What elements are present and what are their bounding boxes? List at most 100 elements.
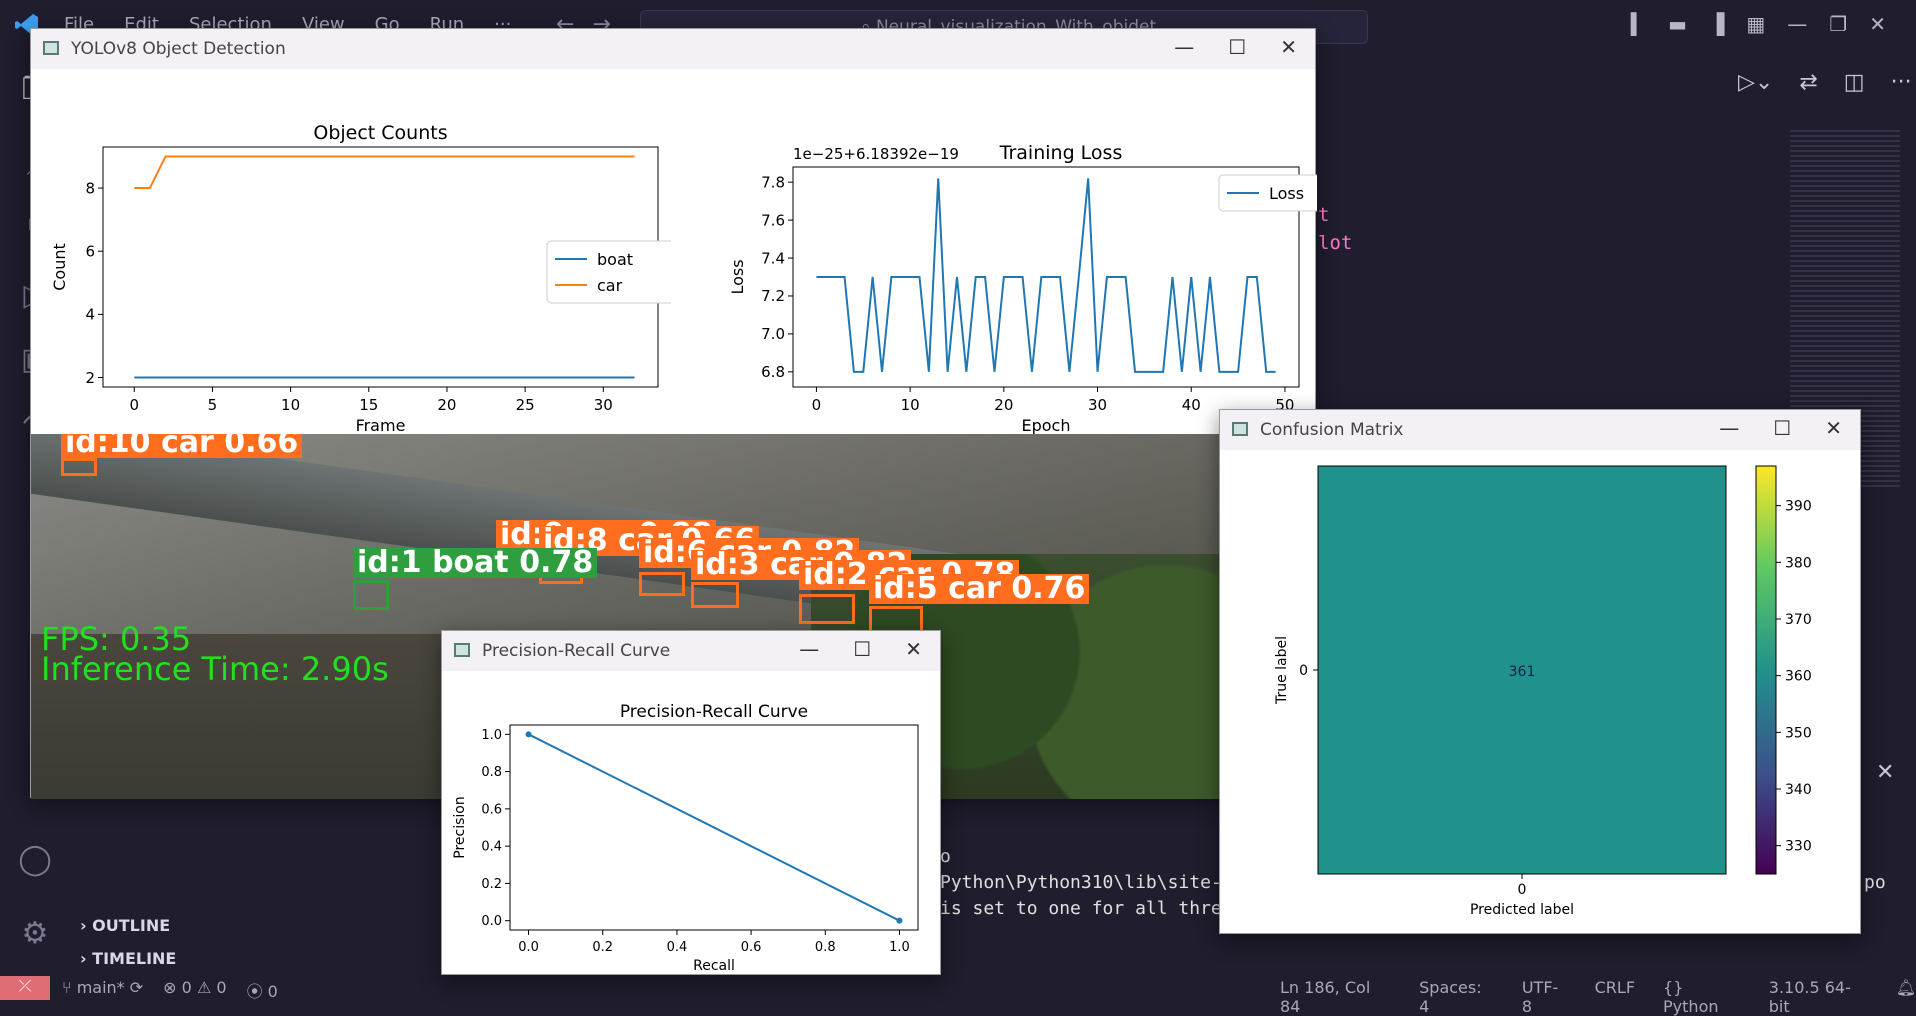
status-bar: ⤫ ⑂ main* ⟳ ⊗ 0 ⚠ 0 ⦿ 0 Ln 186, Col 84 S…: [0, 976, 1916, 1016]
x-tick-label: 20: [437, 396, 456, 414]
detection-label: id:10 car 0.66: [61, 434, 303, 458]
toggle-secondary-icon[interactable]: ▐: [1709, 12, 1725, 36]
branch-label: main*: [76, 978, 125, 997]
account-icon[interactable]: ◯: [18, 842, 52, 877]
timeline-section[interactable]: › TIMELINE: [80, 949, 177, 968]
precision-recall-window-title: Precision-Recall Curve: [482, 641, 671, 661]
close-icon[interactable]: ✕: [1280, 35, 1297, 59]
x-tick-label: 0.2: [592, 940, 613, 955]
close-icon[interactable]: ✕: [905, 637, 922, 661]
legend-label: car: [597, 276, 623, 295]
y-axis-label: Loss: [728, 259, 747, 294]
y-tick-label: 6.8: [761, 363, 785, 381]
y-axis-label: True label: [1274, 636, 1290, 705]
errors-count: 0: [181, 978, 192, 997]
colorbar-tick-label: 380: [1785, 555, 1812, 571]
minimize-icon[interactable]: —: [1787, 12, 1808, 36]
y-tick-label: 8: [85, 179, 95, 197]
legend-label: boat: [597, 250, 633, 269]
colorbar-tick-label: 370: [1785, 612, 1812, 628]
y-tick-label: 0.6: [481, 802, 502, 817]
ports-count: 0: [267, 982, 278, 1001]
series-line-Loss: [816, 178, 1276, 373]
x-tick-label: 0: [129, 396, 139, 414]
toggle-sidebar-icon[interactable]: ▍: [1630, 12, 1647, 36]
chart-title: Object Counts: [313, 122, 447, 144]
compare-icon[interactable]: ⇄: [1799, 70, 1818, 95]
cursor-position[interactable]: Ln 186, Col 84: [1280, 978, 1371, 1016]
restore-icon[interactable]: ❐: [1829, 12, 1848, 36]
run-file-icon[interactable]: ▷⌄: [1738, 70, 1774, 95]
x-axis-label: Frame: [356, 416, 406, 434]
x-axis-label: Predicted label: [1470, 902, 1574, 918]
terminal-line-3: is set to one for all thre: [940, 898, 1222, 919]
minimize-icon[interactable]: —: [1174, 35, 1195, 59]
timeline-label: TIMELINE: [92, 949, 177, 968]
x-tick-label: 0: [1518, 882, 1527, 898]
outline-section[interactable]: › OUTLINE: [80, 916, 171, 935]
ports-status[interactable]: ⦿ 0: [246, 982, 278, 1001]
maximize-icon[interactable]: ☐: [1228, 35, 1247, 59]
notifications-icon[interactable]: 🔔︎: [1895, 978, 1916, 997]
toggle-panel-icon[interactable]: ▬: [1668, 12, 1687, 36]
customize-layout-icon[interactable]: ▦: [1746, 12, 1766, 36]
window-app-icon: [454, 643, 470, 657]
x-axis-label: Recall: [693, 958, 735, 974]
colorbar-tick-label: 340: [1785, 782, 1812, 798]
y-tick-label: 6: [85, 242, 95, 260]
colorbar: [1755, 465, 1777, 875]
minimize-icon[interactable]: —: [1719, 416, 1740, 440]
window-app-icon: [1232, 422, 1248, 436]
series-line-0: [528, 733, 900, 922]
precision-recall-window: Precision-Recall Curve — ☐ ✕ 0.0 0.2 0.4 0.6 0…: [441, 630, 941, 975]
y-tick-label: 2: [85, 369, 95, 387]
y-tick-label: 0.0: [481, 914, 502, 929]
maximize-icon[interactable]: ☐: [1773, 416, 1792, 440]
fps-readout: FPS: 0.35: [41, 620, 192, 658]
panel-close-icon[interactable]: ✕: [1876, 760, 1895, 785]
inference-time-readout: Inference Time: 2.90s: [41, 650, 389, 688]
yolo-window-title: YOLOv8 Object Detection: [71, 39, 286, 59]
legend-box: [1218, 174, 1317, 212]
y-tick-label: 0.4: [481, 840, 502, 855]
remote-indicator-icon[interactable]: ⤫: [0, 976, 50, 1000]
language-mode[interactable]: {} Python: [1663, 978, 1719, 1016]
code-fragment-2: lot: [1318, 232, 1353, 254]
interpreter[interactable]: 3.10.5 64-bit: [1768, 978, 1851, 1016]
close-icon[interactable]: ✕: [1825, 416, 1842, 440]
x-tick-label: 15: [359, 396, 378, 414]
minimize-icon[interactable]: —: [799, 637, 820, 661]
code-fragment-1: t: [1318, 204, 1330, 226]
data-point: [896, 917, 903, 924]
detection-label: id:1 boat 0.78: [353, 548, 598, 578]
indentation[interactable]: Spaces: 4: [1419, 978, 1482, 1016]
y-tick-label: 7.0: [761, 325, 785, 343]
maximize-icon[interactable]: ☐: [853, 637, 872, 661]
precision-recall-titlebar[interactable]: Precision-Recall Curve — ☐ ✕: [442, 631, 940, 671]
x-tick-label: 0.6: [741, 940, 762, 955]
end-of-line[interactable]: CRLF: [1594, 978, 1636, 997]
y-tick-label: 7.6: [761, 211, 785, 229]
more-actions-icon[interactable]: ···: [1890, 70, 1912, 95]
legend-box: [546, 240, 671, 304]
confusion-matrix-titlebar[interactable]: Confusion Matrix — ☐ ✕: [1220, 410, 1860, 450]
offset-label: 1e−25+6.18392e−19: [793, 145, 959, 163]
close-icon[interactable]: ✕: [1869, 12, 1886, 36]
terminal-line-tail: po: [1864, 872, 1886, 893]
confusion-matrix-title: Confusion Matrix: [1260, 420, 1404, 440]
colorbar-tick-label: 390: [1785, 499, 1812, 515]
heatmap-cell: [1317, 465, 1727, 875]
series-line-car: [134, 155, 635, 190]
branch-status[interactable]: ⑂ main* ⟳: [62, 978, 144, 997]
yolo-window-titlebar[interactable]: YOLOv8 Object Detection — ☐ ✕: [31, 29, 1315, 69]
detection-box: [639, 572, 685, 596]
split-editor-icon[interactable]: ◫: [1843, 70, 1865, 95]
outline-label: OUTLINE: [92, 916, 171, 935]
x-tick-label: 0.4: [667, 940, 688, 955]
settings-gear-icon[interactable]: ⚙: [21, 916, 49, 951]
problems-status[interactable]: ⊗ 0 ⚠ 0: [163, 978, 227, 997]
x-tick-label: 5: [208, 396, 218, 414]
encoding[interactable]: UTF-8: [1521, 978, 1559, 1016]
data-point: [525, 731, 532, 738]
